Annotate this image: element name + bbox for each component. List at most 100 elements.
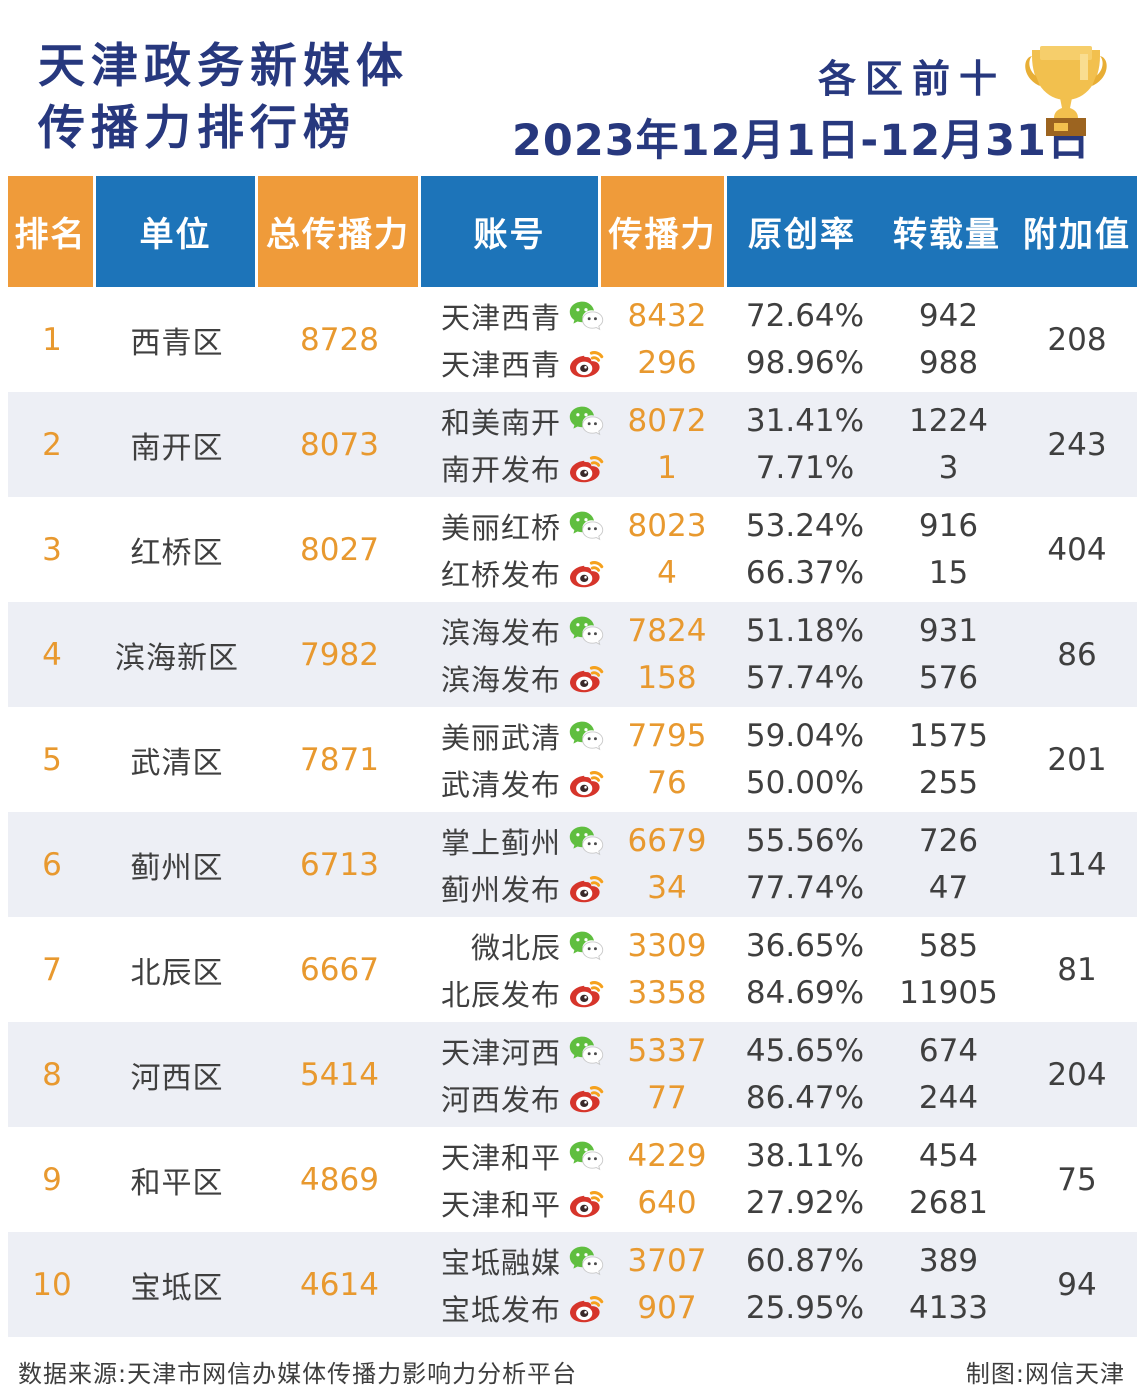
column-header-extra-value: 附加值 [1023,215,1131,255]
account-name-text: 滨海发布 [440,616,561,650]
account-line: 天津和平 [421,1183,1017,1223]
wechat-icon [568,1138,604,1174]
account-reposts-value: 2681 [909,1185,988,1221]
total-power-value: 7871 [300,741,379,778]
page-header: 天津政务新媒体 传播力排行榜 各区前十 2023年12月1日-12月31日 [0,0,1143,176]
account-name-text: 和美南开 [440,406,561,440]
extra-value: 81 [1057,951,1097,988]
account-original-rate: 27.92% [745,1185,865,1221]
account-name: 蓟州发布 [421,867,604,909]
unit-name: 武清区 [130,745,224,781]
account-name-text: 南开发布 [440,453,561,487]
account-line: 天津西青 [421,296,1017,336]
table-row: 5 武清区 7871 美丽武清 [8,707,1137,812]
account-line: 美丽红桥 [421,506,1017,546]
account-line: 美丽武清 [421,716,1017,756]
unit-name: 蓟州区 [130,850,224,886]
account-power-value: 296 [637,345,697,381]
account-original-rate: 31.41% [745,403,865,439]
page-title-line1: 天津政务新媒体 [38,39,409,94]
column-header-original-rate: 原创率 [748,215,856,255]
account-lines: 美丽武清 [421,716,1017,803]
account-name: 掌上蓟州 [421,820,604,862]
account-original-rate: 98.96% [745,345,865,381]
account-original-rate: 55.56% [745,823,865,859]
account-power-value: 7795 [627,718,707,754]
unit-name: 宝坻区 [130,1270,224,1306]
rank-value: 2 [42,426,62,463]
account-reposts-value: 1575 [909,718,988,754]
account-original-rate: 53.24% [745,508,865,544]
rank-value: 5 [42,741,62,778]
account-name: 天津西青 [421,342,604,384]
account-name: 美丽红桥 [421,505,604,547]
credit-text: 制图:网信天津 [965,1360,1125,1388]
account-power-value: 4 [657,555,677,591]
wechat-icon [568,1243,604,1279]
account-name-text: 天津西青 [440,301,561,335]
rank-value: 6 [42,846,62,883]
account-power-value: 907 [637,1290,697,1326]
wechat-icon [568,298,604,334]
account-reposts-value: 3 [938,450,959,486]
weibo-icon [568,975,604,1011]
account-name-text: 宝坻融媒 [440,1246,561,1280]
account-power-value: 8023 [627,508,707,544]
account-reposts-value: 576 [918,660,979,696]
account-line: 武清发布 [421,763,1017,803]
weibo-icon [568,660,604,696]
rank-value: 1 [42,321,62,358]
wechat-icon [568,613,604,649]
weibo-icon [568,1185,604,1221]
account-line: 宝坻发布 [421,1288,1017,1328]
account-name-text: 美丽武清 [440,721,561,755]
account-reposts-value: 47 [928,870,969,906]
account-original-rate: 60.87% [745,1243,865,1279]
account-line: 河西发布 [421,1078,1017,1118]
table-row: 7 北辰区 6667 微北辰 [8,917,1137,1022]
date-range: 2023年12月1日-12月31日 [512,116,1091,166]
account-original-rate: 86.47% [745,1080,865,1116]
weibo-icon [568,345,604,381]
extra-value: 204 [1047,1056,1107,1093]
account-power-value: 77 [647,1080,687,1116]
ranking-table: 排名 单位 总传播力 账号 传播力 原创率 转载量 附加值 1 西青区 8728… [8,176,1137,1337]
table-body: 1 西青区 8728 天津西青 [8,287,1137,1337]
table-row: 4 滨海新区 7982 滨海发布 [8,602,1137,707]
account-power-value: 8432 [627,298,707,334]
account-power-value: 1 [657,450,677,486]
total-power-value: 5414 [300,1056,379,1093]
account-reposts-value: 11905 [899,975,998,1011]
unit-name: 和平区 [130,1165,224,1201]
account-name-text: 天津和平 [440,1141,561,1175]
table-header-row: 排名 单位 总传播力 账号 传播力 原创率 转载量 附加值 [8,176,1137,287]
account-lines: 美丽红桥 [421,506,1017,593]
account-name: 宝坻融媒 [421,1240,604,1282]
page-title-line2: 传播力排行榜 [38,101,356,157]
account-lines: 天津西青 [421,296,1017,383]
unit-name: 北辰区 [130,955,224,991]
account-original-rate: 59.04% [745,718,865,754]
unit-name: 河西区 [130,1060,224,1096]
account-name: 天津西青 [421,295,604,337]
weibo-icon [568,450,604,486]
scope-badge: 各区前十 [818,57,1007,101]
unit-name: 红桥区 [130,535,224,571]
account-line: 宝坻融媒 [421,1241,1017,1281]
account-name-text: 天津河西 [440,1036,561,1070]
account-original-rate: 50.00% [745,765,865,801]
extra-value: 208 [1047,321,1107,358]
account-original-rate: 84.69% [745,975,865,1011]
extra-value: 243 [1047,426,1107,463]
total-power-value: 4869 [300,1161,379,1198]
weibo-icon [568,765,604,801]
wechat-icon [568,823,604,859]
account-lines: 滨海发布 [421,611,1017,698]
account-lines: 微北辰 [421,926,1017,1013]
account-name-text: 美丽红桥 [440,511,561,545]
account-lines: 天津和平 [421,1136,1017,1223]
account-line: 北辰发布 [421,973,1017,1013]
account-reposts-value: 726 [918,823,979,859]
account-line: 蓟州发布 [421,868,1017,908]
account-name-text: 北辰发布 [440,978,561,1012]
